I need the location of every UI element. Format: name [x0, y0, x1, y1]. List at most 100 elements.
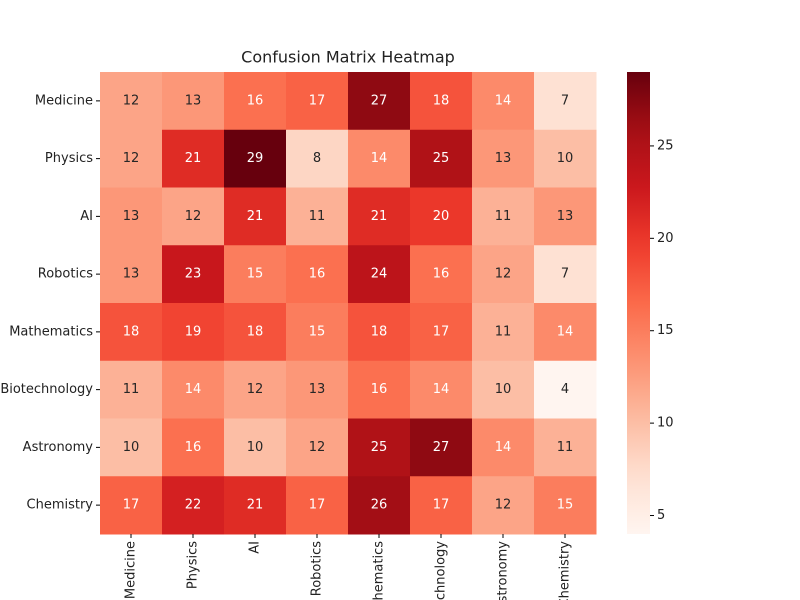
heatmap-cell [224, 418, 287, 477]
heatmap-cell [348, 418, 411, 477]
cell-label: 14 [371, 151, 388, 166]
heatmap-cell [286, 72, 349, 131]
cell-label: 10 [123, 440, 140, 455]
heatmap-cell [100, 360, 163, 419]
heatmap-cell [410, 129, 473, 188]
y-tick-label: AI [80, 209, 93, 224]
cell-label: 12 [495, 498, 512, 513]
y-tick-label: Biotechnology [0, 382, 93, 397]
heatmap-cell [348, 476, 411, 535]
cell-label: 16 [185, 440, 202, 455]
cell-label: 25 [371, 440, 388, 455]
cell-label: 12 [247, 382, 264, 397]
heatmap-cell [472, 418, 535, 477]
x-tick-label: Mathematics [372, 541, 387, 600]
cell-label: 23 [185, 267, 202, 282]
y-tick-label: Chemistry [27, 498, 94, 513]
heatmap-cell [286, 187, 349, 246]
cell-label: 17 [433, 498, 450, 513]
heatmap-cell [472, 72, 535, 131]
heatmap-cell [100, 72, 163, 131]
heatmap-cell [534, 360, 597, 419]
heatmap-cell [224, 360, 287, 419]
cell-label: 17 [123, 498, 140, 513]
cell-label: 13 [123, 209, 140, 224]
heatmap-cell [410, 303, 473, 362]
heatmap-cell [286, 245, 349, 304]
x-tick-label: Physics [186, 541, 201, 589]
y-tick-label: Medicine [35, 93, 93, 108]
heatmap-cell [534, 72, 597, 131]
cell-label: 27 [433, 440, 450, 455]
cell-label: 21 [185, 151, 202, 166]
heatmap-cell [534, 187, 597, 246]
cell-label: 25 [433, 151, 450, 166]
x-tick-label: Astronomy [496, 541, 511, 600]
heatmap-cell [100, 476, 163, 535]
cell-label: 11 [123, 382, 140, 397]
cell-label: 14 [433, 382, 450, 397]
heatmap-cell [100, 418, 163, 477]
heatmap-cell [224, 129, 287, 188]
heatmap-cell [162, 72, 225, 131]
heatmap-cell [348, 187, 411, 246]
heatmap-cell [348, 360, 411, 419]
cell-label: 7 [561, 93, 569, 108]
heatmap-cell [162, 303, 225, 362]
heatmap-cell [162, 187, 225, 246]
heatmap-cell [534, 303, 597, 362]
cell-label: 18 [371, 324, 388, 339]
cell-label: 11 [557, 440, 574, 455]
heatmap-cell [472, 476, 535, 535]
cell-label: 13 [309, 382, 326, 397]
heatmap-cell [410, 360, 473, 419]
heatmap-cell [162, 418, 225, 477]
cell-label: 12 [123, 93, 140, 108]
heatmap-cell [410, 418, 473, 477]
colorbar-tick-label: 20 [657, 231, 674, 246]
cell-label: 11 [309, 209, 326, 224]
cell-label: 15 [247, 267, 264, 282]
heatmap-cell [410, 245, 473, 304]
cell-label: 12 [185, 209, 202, 224]
heatmap-cell [162, 360, 225, 419]
heatmap-cell [162, 476, 225, 535]
cell-label: 12 [309, 440, 326, 455]
cell-label: 17 [309, 93, 326, 108]
x-tick-label: Medicine [124, 541, 139, 599]
heatmap-cell [348, 72, 411, 131]
cell-label: 15 [309, 324, 326, 339]
x-tick-label: AI [248, 541, 263, 554]
heatmap-cell [472, 129, 535, 188]
heatmap-cell [534, 129, 597, 188]
heatmap-cell [534, 245, 597, 304]
heatmap-cell [348, 303, 411, 362]
cell-label: 11 [495, 209, 512, 224]
cell-label: 4 [561, 382, 569, 397]
cell-label: 20 [433, 209, 450, 224]
colorbar [627, 72, 650, 534]
cell-label: 14 [185, 382, 202, 397]
heatmap-cell [286, 360, 349, 419]
heatmap-cell [224, 245, 287, 304]
heatmap-cell [410, 476, 473, 535]
cell-label: 13 [495, 151, 512, 166]
x-tick-label: Biotechnology [434, 541, 449, 600]
cell-label: 13 [185, 93, 202, 108]
cell-label: 11 [495, 324, 512, 339]
heatmap-cell [224, 303, 287, 362]
heatmap-cell [224, 476, 287, 535]
heatmap-cell [224, 72, 287, 131]
cell-label: 14 [495, 93, 512, 108]
heatmap-cell [348, 129, 411, 188]
cell-label: 21 [247, 209, 264, 224]
cell-label: 10 [557, 151, 574, 166]
cell-label: 14 [495, 440, 512, 455]
cell-label: 10 [495, 382, 512, 397]
x-tick-label: Robotics [310, 541, 325, 596]
heatmap-cell [162, 245, 225, 304]
cell-label: 17 [433, 324, 450, 339]
heatmap-cell [100, 187, 163, 246]
heatmap-cell [162, 129, 225, 188]
